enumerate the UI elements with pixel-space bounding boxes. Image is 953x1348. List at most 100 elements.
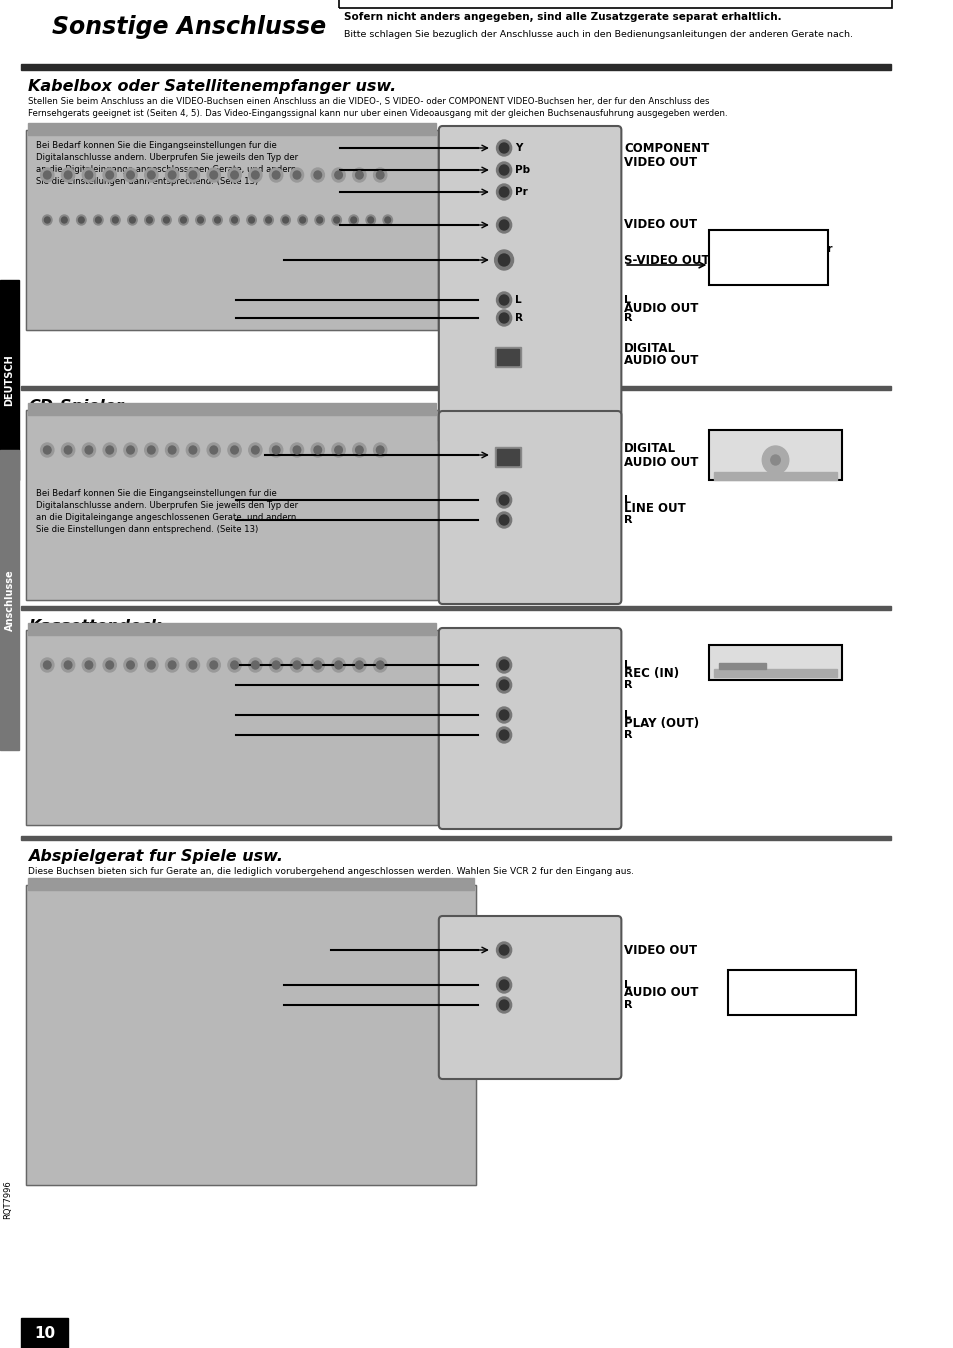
Circle shape (168, 446, 175, 454)
Circle shape (85, 661, 92, 669)
Circle shape (316, 217, 322, 222)
Circle shape (270, 168, 282, 182)
Circle shape (82, 168, 95, 182)
Circle shape (290, 168, 303, 182)
Circle shape (761, 446, 788, 474)
Circle shape (127, 661, 134, 669)
Text: Abspielgerat fur Spiele usw.: Abspielgerat fur Spiele usw. (29, 849, 283, 864)
Circle shape (498, 679, 508, 690)
Bar (27, 886, 476, 1185)
Circle shape (124, 443, 137, 457)
Circle shape (266, 217, 272, 222)
Circle shape (374, 168, 386, 182)
Bar (496, 349, 518, 365)
Bar (27, 410, 437, 600)
Bar (21, 386, 890, 390)
Bar (0, 280, 19, 480)
Text: DEUTSCH: DEUTSCH (5, 355, 14, 406)
Circle shape (178, 214, 188, 225)
Text: Pr: Pr (515, 187, 528, 197)
Circle shape (496, 677, 511, 693)
Circle shape (210, 171, 217, 179)
Bar (31, 483, 303, 555)
Circle shape (334, 217, 339, 222)
Bar (709, 430, 841, 480)
Circle shape (264, 214, 274, 225)
Circle shape (228, 168, 241, 182)
Circle shape (496, 293, 511, 307)
Circle shape (252, 171, 259, 179)
Circle shape (186, 658, 199, 673)
Text: L: L (623, 980, 631, 989)
Circle shape (355, 446, 363, 454)
Circle shape (44, 446, 51, 454)
Circle shape (195, 214, 205, 225)
Circle shape (314, 446, 321, 454)
Circle shape (498, 945, 508, 954)
Circle shape (770, 456, 780, 465)
Circle shape (148, 661, 155, 669)
Circle shape (61, 168, 74, 182)
Circle shape (64, 171, 71, 179)
Circle shape (78, 217, 84, 222)
Circle shape (496, 162, 511, 178)
Circle shape (145, 658, 158, 673)
Text: Sonstige Anschlusse: Sonstige Anschlusse (52, 15, 326, 39)
Circle shape (45, 217, 51, 222)
Circle shape (95, 217, 101, 222)
Circle shape (282, 217, 288, 222)
Text: Digitalanschlusse andern. Uberprufen Sie jeweils den Typ der: Digitalanschlusse andern. Uberprufen Sie… (36, 501, 297, 510)
Text: Anschlusse: Anschlusse (5, 569, 14, 631)
Circle shape (249, 168, 262, 182)
Text: Pb: Pb (515, 164, 530, 175)
Circle shape (168, 661, 175, 669)
Bar (494, 346, 520, 367)
Circle shape (270, 443, 282, 457)
Circle shape (353, 443, 366, 457)
Circle shape (314, 661, 321, 669)
Text: Sofern nicht anders angegeben, sind alle Zusatzgerate separat erhaltlich.: Sofern nicht anders angegeben, sind alle… (344, 12, 781, 22)
Circle shape (165, 168, 178, 182)
Text: CD-Spieler: CD-Spieler (713, 439, 780, 450)
Text: an die Digitaleingange angeschlossenen Gerate, und andern: an die Digitaleingange angeschlossenen G… (36, 164, 295, 174)
Circle shape (189, 661, 196, 669)
Circle shape (498, 980, 508, 989)
Text: L: L (623, 295, 631, 305)
Circle shape (210, 446, 217, 454)
Circle shape (228, 443, 241, 457)
Bar (709, 231, 826, 284)
Circle shape (247, 214, 256, 225)
Text: Diese Buchsen bieten sich fur Gerate an, die lediglich vorubergehend angeschloss: Diese Buchsen bieten sich fur Gerate an,… (29, 867, 634, 876)
Circle shape (230, 214, 239, 225)
Circle shape (106, 171, 113, 179)
Text: DIGITAL: DIGITAL (623, 341, 676, 355)
Circle shape (376, 661, 383, 669)
Text: AUDIO OUT: AUDIO OUT (623, 987, 698, 999)
Circle shape (41, 658, 54, 673)
Bar (718, 663, 765, 669)
Text: R: R (515, 313, 523, 324)
Circle shape (231, 171, 238, 179)
Circle shape (207, 168, 220, 182)
Text: VIDEO OUT: VIDEO OUT (623, 156, 697, 170)
Circle shape (335, 446, 342, 454)
Circle shape (210, 661, 217, 669)
Circle shape (249, 217, 254, 222)
Bar (338, 0, 891, 8)
Circle shape (189, 171, 196, 179)
Circle shape (382, 214, 392, 225)
Circle shape (127, 446, 134, 454)
Circle shape (498, 661, 508, 670)
Circle shape (332, 214, 341, 225)
Circle shape (106, 446, 113, 454)
Text: R: R (623, 313, 632, 324)
Circle shape (290, 443, 303, 457)
FancyBboxPatch shape (438, 125, 620, 443)
Circle shape (228, 658, 241, 673)
Bar (29, 403, 436, 415)
Circle shape (498, 295, 508, 305)
Text: AUDIO OUT: AUDIO OUT (623, 302, 698, 314)
Text: Bitte schlagen Sie bezuglich der Anschlusse auch in den Bedienungsanleitungen de: Bitte schlagen Sie bezuglich der Anschlu… (344, 30, 852, 39)
Bar (21, 1318, 68, 1348)
Circle shape (59, 214, 69, 225)
